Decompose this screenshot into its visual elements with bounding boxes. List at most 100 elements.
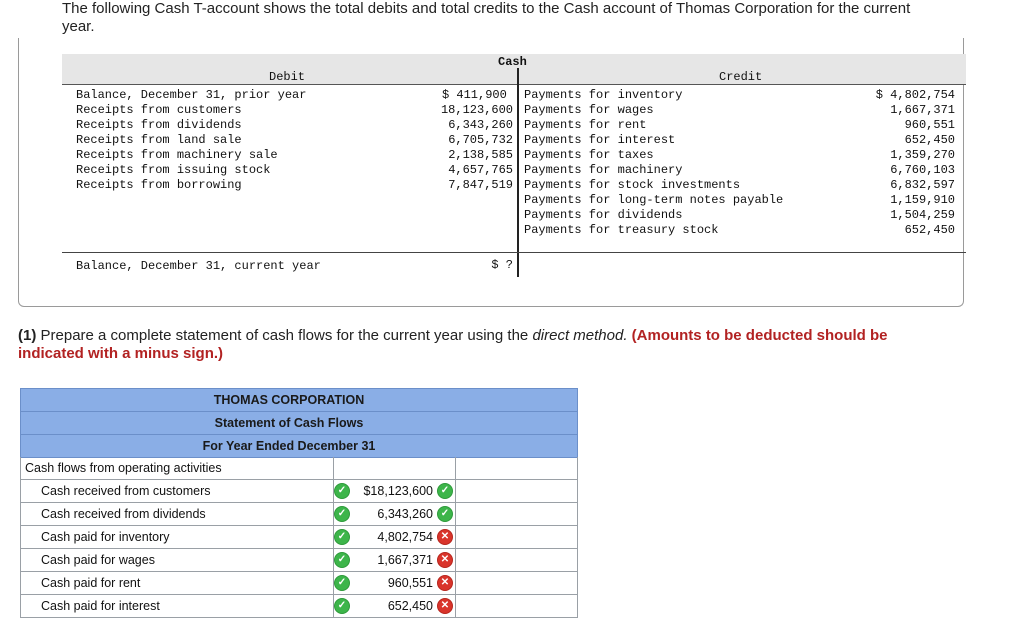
debit-labels: Balance, December 31, prior year Receipt… (76, 88, 306, 193)
check-correct-icon: ✓ (334, 506, 350, 522)
debit-row-label: Receipts from land sale (76, 133, 242, 147)
credit-amounts: $ 4,802,754 1,667,371 960,551 652,450 1,… (855, 88, 955, 238)
instruction-text: Prepare a complete statement of cash flo… (36, 327, 533, 344)
debit-row-label: Receipts from machinery sale (76, 148, 278, 162)
credit-row-amount: 652,450 (904, 223, 955, 237)
amount-cell[interactable]: 960,551 ✕ (333, 572, 455, 594)
row-label[interactable]: Cash paid for interest (41, 599, 160, 613)
debit-row-label: Balance, December 31, prior year (76, 88, 307, 102)
minus-sign-note: (Amounts to be deducted should be indica… (18, 327, 888, 362)
check-correct-icon: ✓ (437, 506, 453, 522)
row-label[interactable]: Cash paid for inventory (41, 530, 170, 544)
taccount-vertical-rule (517, 68, 519, 277)
credit-row-amount: $ 4,802,754 (875, 88, 955, 102)
debit-row-label: Receipts from dividends (76, 118, 242, 132)
part-number: (1) (18, 327, 37, 344)
amount-value[interactable]: 652,450 (387, 599, 433, 613)
total-cell[interactable] (455, 526, 577, 548)
credit-row-label: Payments for wages (524, 103, 654, 117)
amount-value[interactable]: $18,123,600 (363, 484, 433, 498)
debit-row-amount: 4,657,765 (448, 163, 513, 177)
total-cell[interactable] (455, 595, 577, 617)
credit-row-amount: 6,760,103 (890, 163, 955, 177)
credit-row-amount: 652,450 (904, 133, 955, 147)
table-row: Cash received from customers ✓ $18,123,6… (20, 480, 578, 503)
check-correct-icon: ✓ (334, 529, 350, 545)
cross-incorrect-icon: ✕ (437, 529, 453, 545)
taccount-horizontal-rule (62, 84, 966, 85)
debit-amounts: $ 411,900 18,123,600 6,343,260 6,705,732… (420, 88, 513, 193)
row-label[interactable]: Cash paid for rent (41, 576, 141, 590)
debit-row-label: Receipts from customers (76, 103, 242, 117)
table-row: Cash paid for wages ✓ 1,667,371 ✕ (20, 549, 578, 572)
credit-row-label: Payments for interest (524, 133, 676, 147)
amount-value[interactable]: 4,802,754 (377, 530, 433, 544)
table-row: Cash paid for rent ✓ 960,551 ✕ (20, 572, 578, 595)
credit-labels: Payments for inventory Payments for wage… (524, 88, 783, 238)
credit-row-amount: 6,832,597 (890, 178, 955, 192)
amount-cell[interactable]: 6,343,260 ✓ (333, 503, 455, 525)
ending-balance-label: Balance, December 31, current year (76, 259, 321, 273)
totals-rule (62, 252, 966, 253)
credit-row-label: Payments for rent (524, 118, 647, 132)
amount-cell[interactable]: 4,802,754 ✕ (333, 526, 455, 548)
row-label[interactable]: Cash received from dividends (41, 507, 206, 521)
amount-cell[interactable]: $18,123,600 ✓ (333, 480, 455, 502)
total-cell[interactable] (455, 503, 577, 525)
table-row: Cash paid for inventory ✓ 4,802,754 ✕ (20, 526, 578, 549)
check-correct-icon: ✓ (437, 483, 453, 499)
debit-row-amount: 7,847,519 (448, 178, 513, 192)
debit-row-amount: 2,138,585 (448, 148, 513, 162)
check-correct-icon: ✓ (334, 575, 350, 591)
credit-row-amount: 960,551 (904, 118, 955, 132)
method-text: direct method. (532, 327, 628, 344)
credit-row-label: Payments for inventory (524, 88, 683, 102)
cross-incorrect-icon: ✕ (437, 598, 453, 614)
table-row: Cash received from dividends ✓ 6,343,260… (20, 503, 578, 526)
statement-title: Statement of Cash Flows (214, 416, 364, 430)
row-label[interactable]: Cash paid for wages (41, 553, 155, 567)
intro-text: The following Cash T-account shows the t… (62, 0, 911, 35)
check-correct-icon: ✓ (334, 483, 350, 499)
taccount-title: Cash (498, 55, 527, 69)
credit-row-label: Payments for stock investments (524, 178, 741, 192)
amount-value[interactable]: 1,667,371 (377, 553, 433, 567)
section-row: Cash flows from operating activities (20, 457, 578, 480)
total-cell[interactable] (455, 572, 577, 594)
credit-row-amount: 1,667,371 (890, 103, 955, 117)
row-label[interactable]: Cash received from customers (41, 484, 211, 498)
statement-period-header: For Year Ended December 31 (20, 434, 578, 458)
amount-cell[interactable]: 652,450 ✕ (333, 595, 455, 617)
debit-row-amount: 6,343,260 (448, 118, 513, 132)
debit-row-amount: $ 411,900 (442, 88, 507, 102)
taccount-header (62, 54, 966, 84)
credit-label: Credit (719, 70, 763, 84)
statement-period: For Year Ended December 31 (202, 439, 376, 453)
ending-balance-amount: $ ? (491, 258, 513, 272)
instructions: (1) Prepare a complete statement of cash… (18, 327, 948, 363)
total-cell[interactable] (455, 549, 577, 571)
total-cell[interactable] (455, 480, 577, 502)
credit-row-label: Payments for long-term notes payable (524, 193, 784, 207)
amount-value[interactable]: 960,551 (387, 576, 433, 590)
debit-row-amount: 6,705,732 (448, 133, 513, 147)
debit-label: Debit (269, 70, 306, 84)
debit-row-label: Receipts from borrowing (76, 178, 242, 192)
check-correct-icon: ✓ (334, 598, 350, 614)
total-cell-empty[interactable] (455, 457, 577, 479)
table-row: Cash paid for interest ✓ 652,450 ✕ (20, 595, 578, 618)
amount-cell[interactable]: 1,667,371 ✕ (333, 549, 455, 571)
amount-cell-empty[interactable] (333, 457, 455, 479)
credit-row-label: Payments for dividends (524, 208, 683, 222)
amount-value[interactable]: 6,343,260 (377, 507, 433, 521)
credit-row-amount: 1,504,259 (890, 208, 955, 222)
statement-company-header: THOMAS CORPORATION (20, 388, 578, 412)
credit-row-amount: 1,359,270 (890, 148, 955, 162)
section-label: Cash flows from operating activities (25, 461, 222, 475)
debit-row-label: Receipts from issuing stock (76, 163, 271, 177)
check-correct-icon: ✓ (334, 552, 350, 568)
credit-row-label: Payments for treasury stock (524, 223, 719, 237)
credit-row-label: Payments for taxes (524, 148, 654, 162)
cross-incorrect-icon: ✕ (437, 552, 453, 568)
cross-incorrect-icon: ✕ (437, 575, 453, 591)
